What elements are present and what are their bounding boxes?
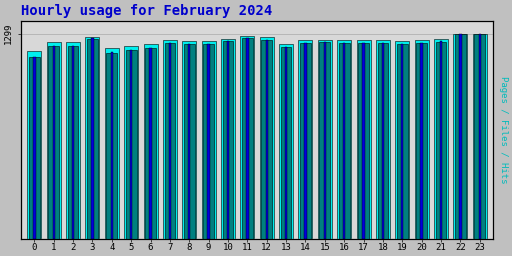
Bar [47,42,61,239]
Bar [281,47,291,239]
Bar [473,34,487,239]
Bar [358,43,369,239]
Bar [246,38,248,239]
Bar [339,43,350,239]
Bar [377,43,388,239]
Bar [440,41,442,239]
Bar [479,34,481,239]
Bar [66,41,80,239]
Bar [459,34,461,239]
Bar [401,44,403,239]
Bar [126,50,137,239]
Bar [285,47,287,239]
Bar [203,44,214,239]
Bar [182,41,196,239]
Bar [184,44,195,239]
Bar [72,46,74,239]
Bar [262,40,272,239]
Bar [382,43,384,239]
Bar [337,40,351,239]
Bar [223,41,233,239]
Bar [227,41,229,239]
Bar [298,40,312,239]
Bar [106,53,117,239]
Bar [124,46,138,239]
Bar [434,39,448,239]
Bar [420,43,423,239]
Bar [242,38,253,239]
Bar [455,34,466,239]
Bar [356,40,371,239]
Bar [164,43,175,239]
Bar [221,39,235,239]
Bar [207,44,210,239]
Bar [105,48,119,239]
Bar [111,52,113,239]
Bar [188,44,190,239]
Bar [279,44,293,239]
Bar [397,44,408,239]
Bar [33,57,35,239]
Bar [169,43,171,239]
Bar [202,41,216,239]
Bar [49,46,59,239]
Bar [376,40,390,239]
Bar [324,42,326,239]
Bar [300,43,311,239]
Bar [87,39,98,239]
Bar [241,36,254,239]
Bar [163,40,177,239]
Bar [395,41,409,239]
Bar [91,38,94,239]
Bar [27,51,41,239]
Bar [304,43,307,239]
Y-axis label: Pages / Files / Hits: Pages / Files / Hits [499,76,508,184]
Bar [130,50,132,239]
Bar [266,40,268,239]
Bar [416,43,427,239]
Bar [475,34,485,239]
Bar [343,43,345,239]
Bar [150,48,152,239]
Text: Hourly usage for February 2024: Hourly usage for February 2024 [21,4,272,18]
Bar [415,40,429,239]
Bar [260,37,274,239]
Bar [362,43,365,239]
Bar [436,41,446,239]
Bar [29,57,40,239]
Bar [145,48,156,239]
Bar [68,46,78,239]
Bar [454,34,467,239]
Bar [53,46,55,239]
Bar [319,42,330,239]
Bar [318,40,332,239]
Bar [86,37,99,239]
Bar [143,44,158,239]
